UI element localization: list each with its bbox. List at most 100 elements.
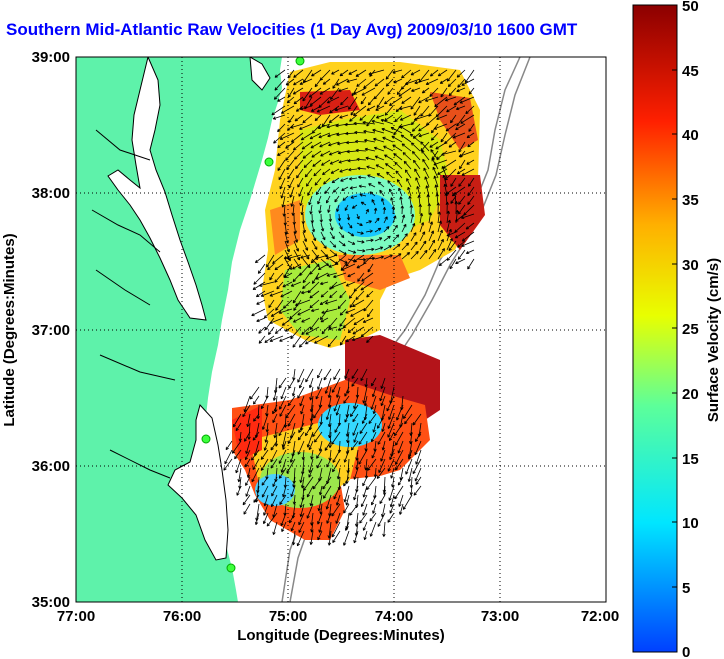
velocity-arrow — [381, 440, 386, 451]
velocity-arrow — [403, 404, 413, 419]
velocity-arrow — [419, 249, 428, 260]
velocity-arrow — [251, 308, 266, 317]
velocity-arrow — [349, 299, 356, 308]
velocity-arrow — [375, 164, 385, 170]
velocity-arrow — [357, 175, 367, 180]
velocity-arrow — [353, 105, 367, 117]
velocity-arrow — [258, 326, 266, 334]
velocity-arrow — [372, 503, 377, 514]
velocity-arrow — [467, 258, 475, 270]
velocity-arrow — [302, 150, 313, 159]
velocity-arrow — [225, 440, 233, 451]
velocity-arrow — [264, 335, 275, 343]
velocity-arrow — [332, 78, 340, 89]
velocity-arrow — [271, 105, 286, 116]
velocity-arrow — [401, 252, 411, 260]
velocity-arrow — [437, 248, 445, 260]
velocity-arrow — [272, 254, 284, 264]
velocity-arrow — [289, 186, 295, 198]
velocity-arrow — [429, 141, 439, 148]
velocity-arrow — [338, 249, 347, 255]
velocity-arrow — [338, 240, 346, 247]
velocity-arrow — [283, 254, 293, 260]
velocity-arrow — [369, 521, 377, 537]
river — [109, 449, 171, 479]
velocity-arrow — [360, 281, 374, 291]
velocity-arrow — [269, 290, 284, 297]
y-tick-label: 39:00 — [32, 49, 70, 66]
velocity-arrow — [356, 157, 367, 162]
velocity-arrow — [381, 127, 394, 134]
velocity-arrow — [337, 213, 342, 222]
velocity-arrow — [374, 246, 384, 251]
velocity-arrow — [253, 494, 260, 503]
velocity-arrow — [265, 422, 269, 433]
velocity-arrow — [353, 395, 359, 409]
velocity-arrow — [448, 87, 457, 97]
velocity-arrow — [351, 204, 358, 209]
velocity-arrow — [418, 96, 430, 104]
velocity-arrow — [242, 404, 251, 418]
velocity-arrow — [261, 413, 269, 430]
velocity-arrow — [327, 132, 340, 138]
radar-site-marker — [226, 563, 236, 573]
velocity-arrow — [245, 440, 251, 454]
velocity-arrow — [309, 494, 314, 507]
velocity-arrow — [302, 281, 311, 289]
velocity-arrow — [299, 195, 304, 206]
velocity-arrow — [377, 413, 386, 429]
velocity-arrow — [224, 449, 233, 465]
velocity-arrow — [281, 195, 286, 208]
velocity-arrow — [371, 377, 377, 387]
velocity-arrow — [457, 240, 466, 248]
velocity-arrow — [357, 272, 365, 282]
velocity-arrow — [252, 431, 260, 441]
velocity-arrow — [385, 78, 394, 87]
velocity-arrow — [334, 422, 341, 433]
velocity-arrow — [279, 132, 295, 140]
velocity-arrow — [362, 386, 368, 404]
velocity-arrow — [303, 69, 313, 83]
velocity-arrow — [366, 114, 376, 127]
velocity-arrow — [293, 150, 304, 160]
velocity-arrow — [299, 467, 305, 483]
velocity-arrow — [280, 386, 287, 400]
velocity-arrow — [332, 458, 341, 473]
velocity-arrow — [266, 512, 278, 527]
velocity-arrow — [396, 87, 403, 96]
velocity-arrow — [335, 404, 341, 416]
velocity-arrow — [306, 431, 314, 448]
velocity-arrow — [372, 128, 385, 134]
velocity-arrow — [341, 263, 356, 271]
velocity-arrow — [399, 114, 412, 121]
velocity-arrow — [391, 206, 396, 215]
velocity-arrow — [360, 201, 367, 206]
velocity-arrow — [362, 503, 368, 516]
velocity-arrow — [330, 87, 340, 100]
velocity-arrow — [356, 240, 365, 244]
velocity-arrow — [328, 431, 332, 448]
velocity-arrow — [360, 96, 367, 105]
velocity-arrow — [346, 431, 350, 444]
velocity-arrow — [461, 240, 475, 247]
velocity-arrow — [293, 222, 297, 234]
velocity-arrow — [311, 222, 316, 233]
velocity-arrow — [395, 449, 404, 465]
velocity-arrow — [368, 183, 376, 188]
velocity-arrow — [312, 476, 323, 490]
velocity-arrow — [339, 69, 349, 77]
velocity-arrow — [398, 494, 404, 507]
velocity-arrow — [440, 132, 448, 143]
velocity-arrow — [242, 494, 251, 506]
velocity-arrow — [400, 205, 404, 215]
velocity-arrow — [278, 168, 286, 181]
velocity-arrow — [263, 494, 269, 507]
velocity-arrow — [369, 512, 377, 522]
velocity-arrow — [368, 413, 377, 424]
velocity-arrow — [388, 485, 395, 501]
velocity-arrow — [351, 377, 359, 387]
velocity-arrow — [310, 213, 314, 224]
velocity-arrow — [223, 458, 233, 471]
velocity-arrow — [376, 114, 385, 119]
velocity-arrow — [306, 503, 314, 519]
